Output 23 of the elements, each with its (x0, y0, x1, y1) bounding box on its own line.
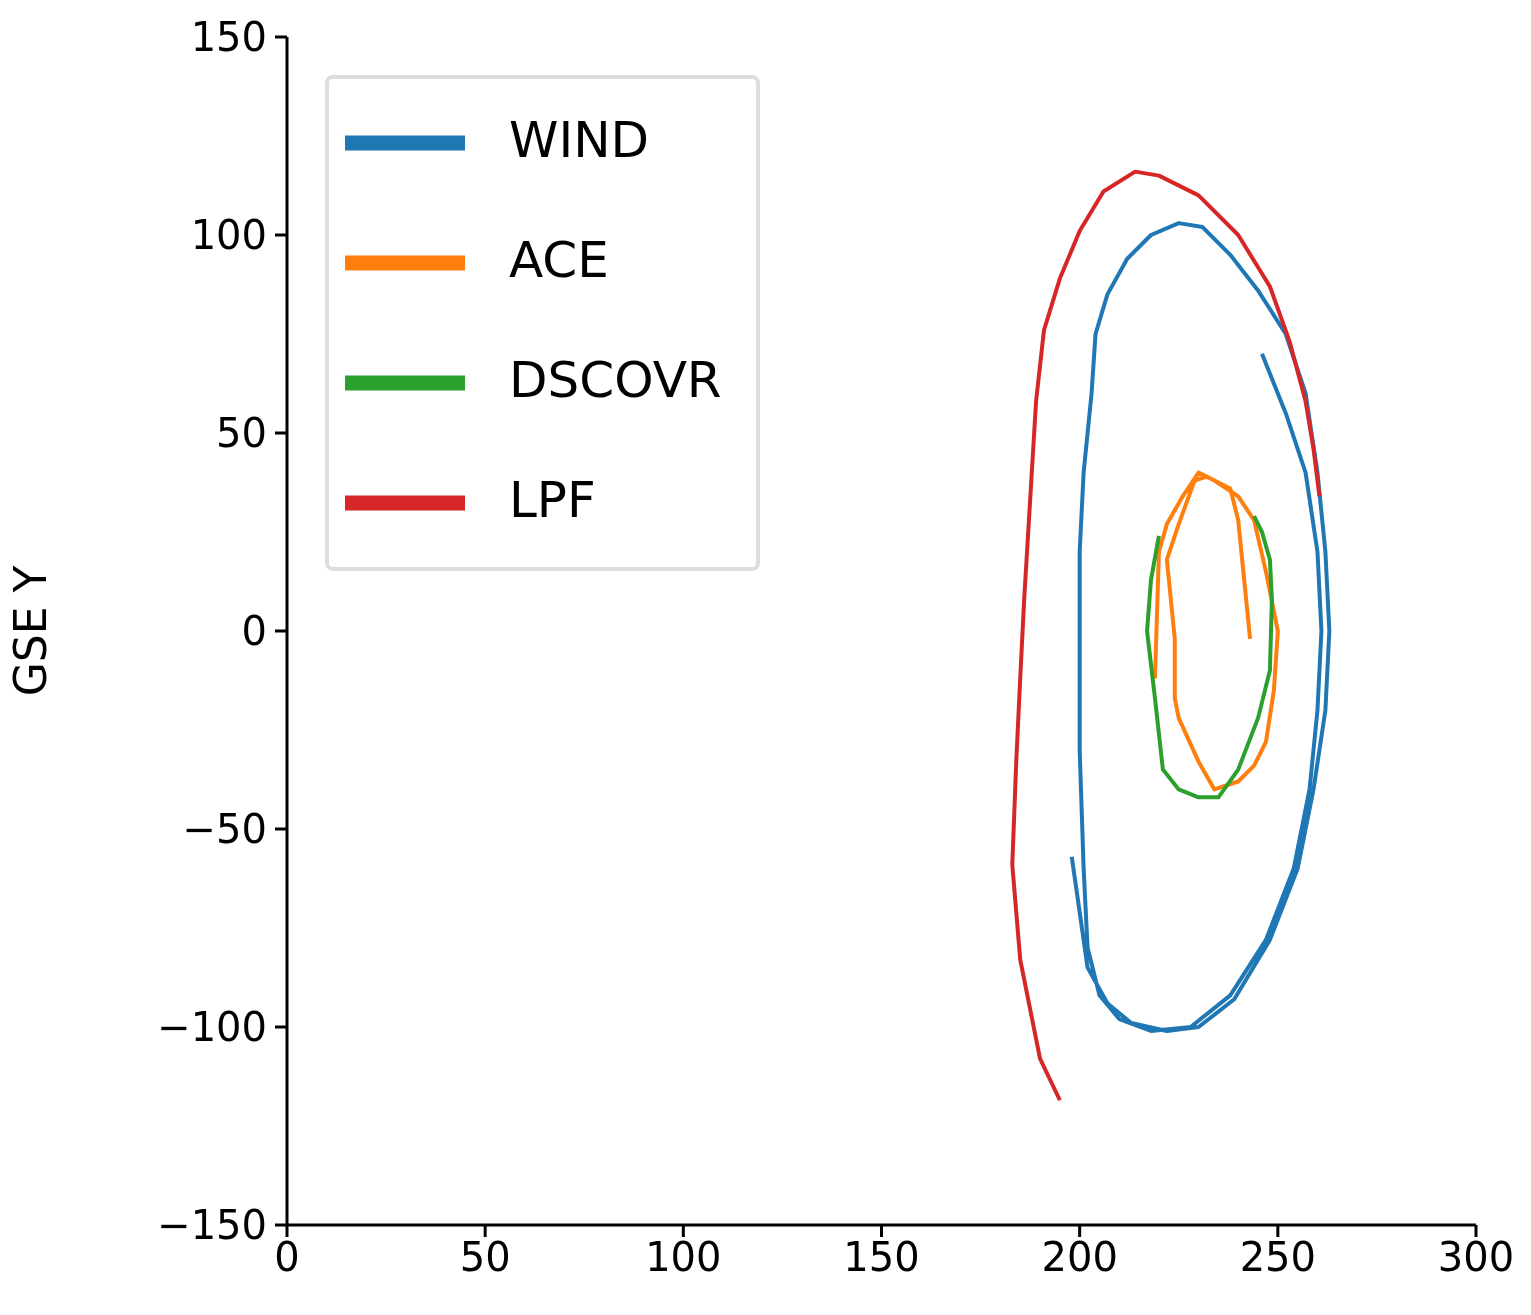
x-tick-label: 300 (1437, 1234, 1515, 1281)
line-series (1069, 221, 1332, 1033)
x-tick-label: 100 (645, 1234, 722, 1281)
y-tick-label: 50 (216, 410, 267, 457)
line-series (1145, 514, 1274, 800)
line-series (1010, 169, 1322, 1103)
legend-label: ACE (509, 230, 609, 289)
y-tick-label: −50 (182, 806, 267, 853)
legend-label: DSCOVR (509, 350, 722, 409)
y-tick-label: 150 (190, 14, 267, 61)
legend-label: WIND (509, 110, 650, 169)
y-tick-label: 100 (190, 212, 267, 259)
x-tick-label: 250 (1239, 1234, 1317, 1281)
x-tick-label: 50 (459, 1234, 511, 1281)
x-tick-label: 0 (274, 1234, 300, 1281)
line-series (1152, 470, 1280, 792)
y-tick-label: −150 (157, 1202, 267, 1249)
x-tick-label: 150 (843, 1234, 920, 1281)
x-tick-label: 200 (1041, 1234, 1118, 1281)
y-axis-title: GSE Y (4, 565, 56, 697)
legend-label: LPF (509, 470, 596, 529)
y-tick-label: −100 (157, 1004, 267, 1051)
y-tick-label: 0 (241, 608, 267, 655)
